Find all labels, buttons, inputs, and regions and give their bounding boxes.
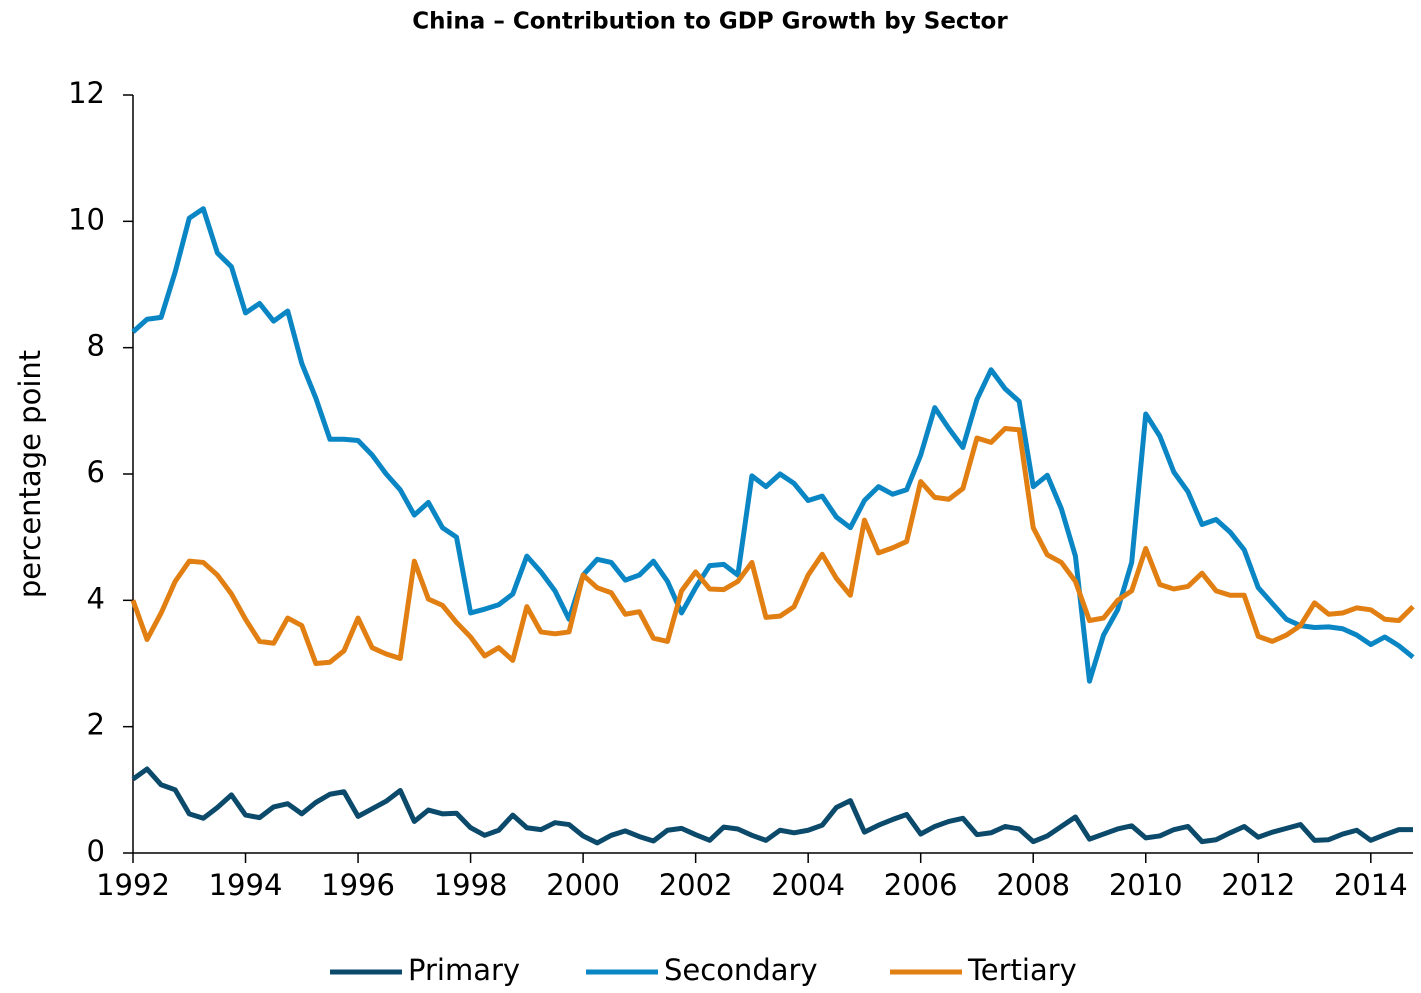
x-tick-label: 2014 <box>1334 868 1408 902</box>
x-tick-label: 2002 <box>659 868 733 902</box>
y-tick-label: 8 <box>87 329 105 363</box>
x-tick-label: 2008 <box>996 868 1070 902</box>
x-tick-label: 2006 <box>884 868 958 902</box>
series-line <box>131 206 1415 684</box>
series-line <box>130 426 1415 666</box>
legend-label: Primary <box>408 953 520 987</box>
y-tick-label: 10 <box>68 202 105 236</box>
chart-title: China – Contribution to GDP Growth by Se… <box>412 9 1008 35</box>
x-tick-label: 1998 <box>434 868 508 902</box>
series-line <box>131 766 1413 846</box>
x-tick-label: 2012 <box>1221 868 1295 902</box>
x-tick-label: 2004 <box>771 868 845 902</box>
x-tick-label: 1994 <box>209 868 283 902</box>
y-tick-label: 2 <box>87 708 105 742</box>
y-tick-label: 0 <box>87 834 105 868</box>
x-tick-label: 1992 <box>96 868 170 902</box>
y-tick-label: 6 <box>87 455 105 489</box>
y-axis-label: percentage point <box>13 350 47 598</box>
y-tick-label: 12 <box>68 76 105 110</box>
x-tick-label: 2010 <box>1109 868 1183 902</box>
x-tick-label: 1996 <box>321 868 395 902</box>
y-tick-label: 4 <box>87 581 105 615</box>
legend-label: Tertiary <box>967 953 1077 987</box>
x-tick-label: 2000 <box>546 868 620 902</box>
legend-label: Secondary <box>664 953 818 987</box>
